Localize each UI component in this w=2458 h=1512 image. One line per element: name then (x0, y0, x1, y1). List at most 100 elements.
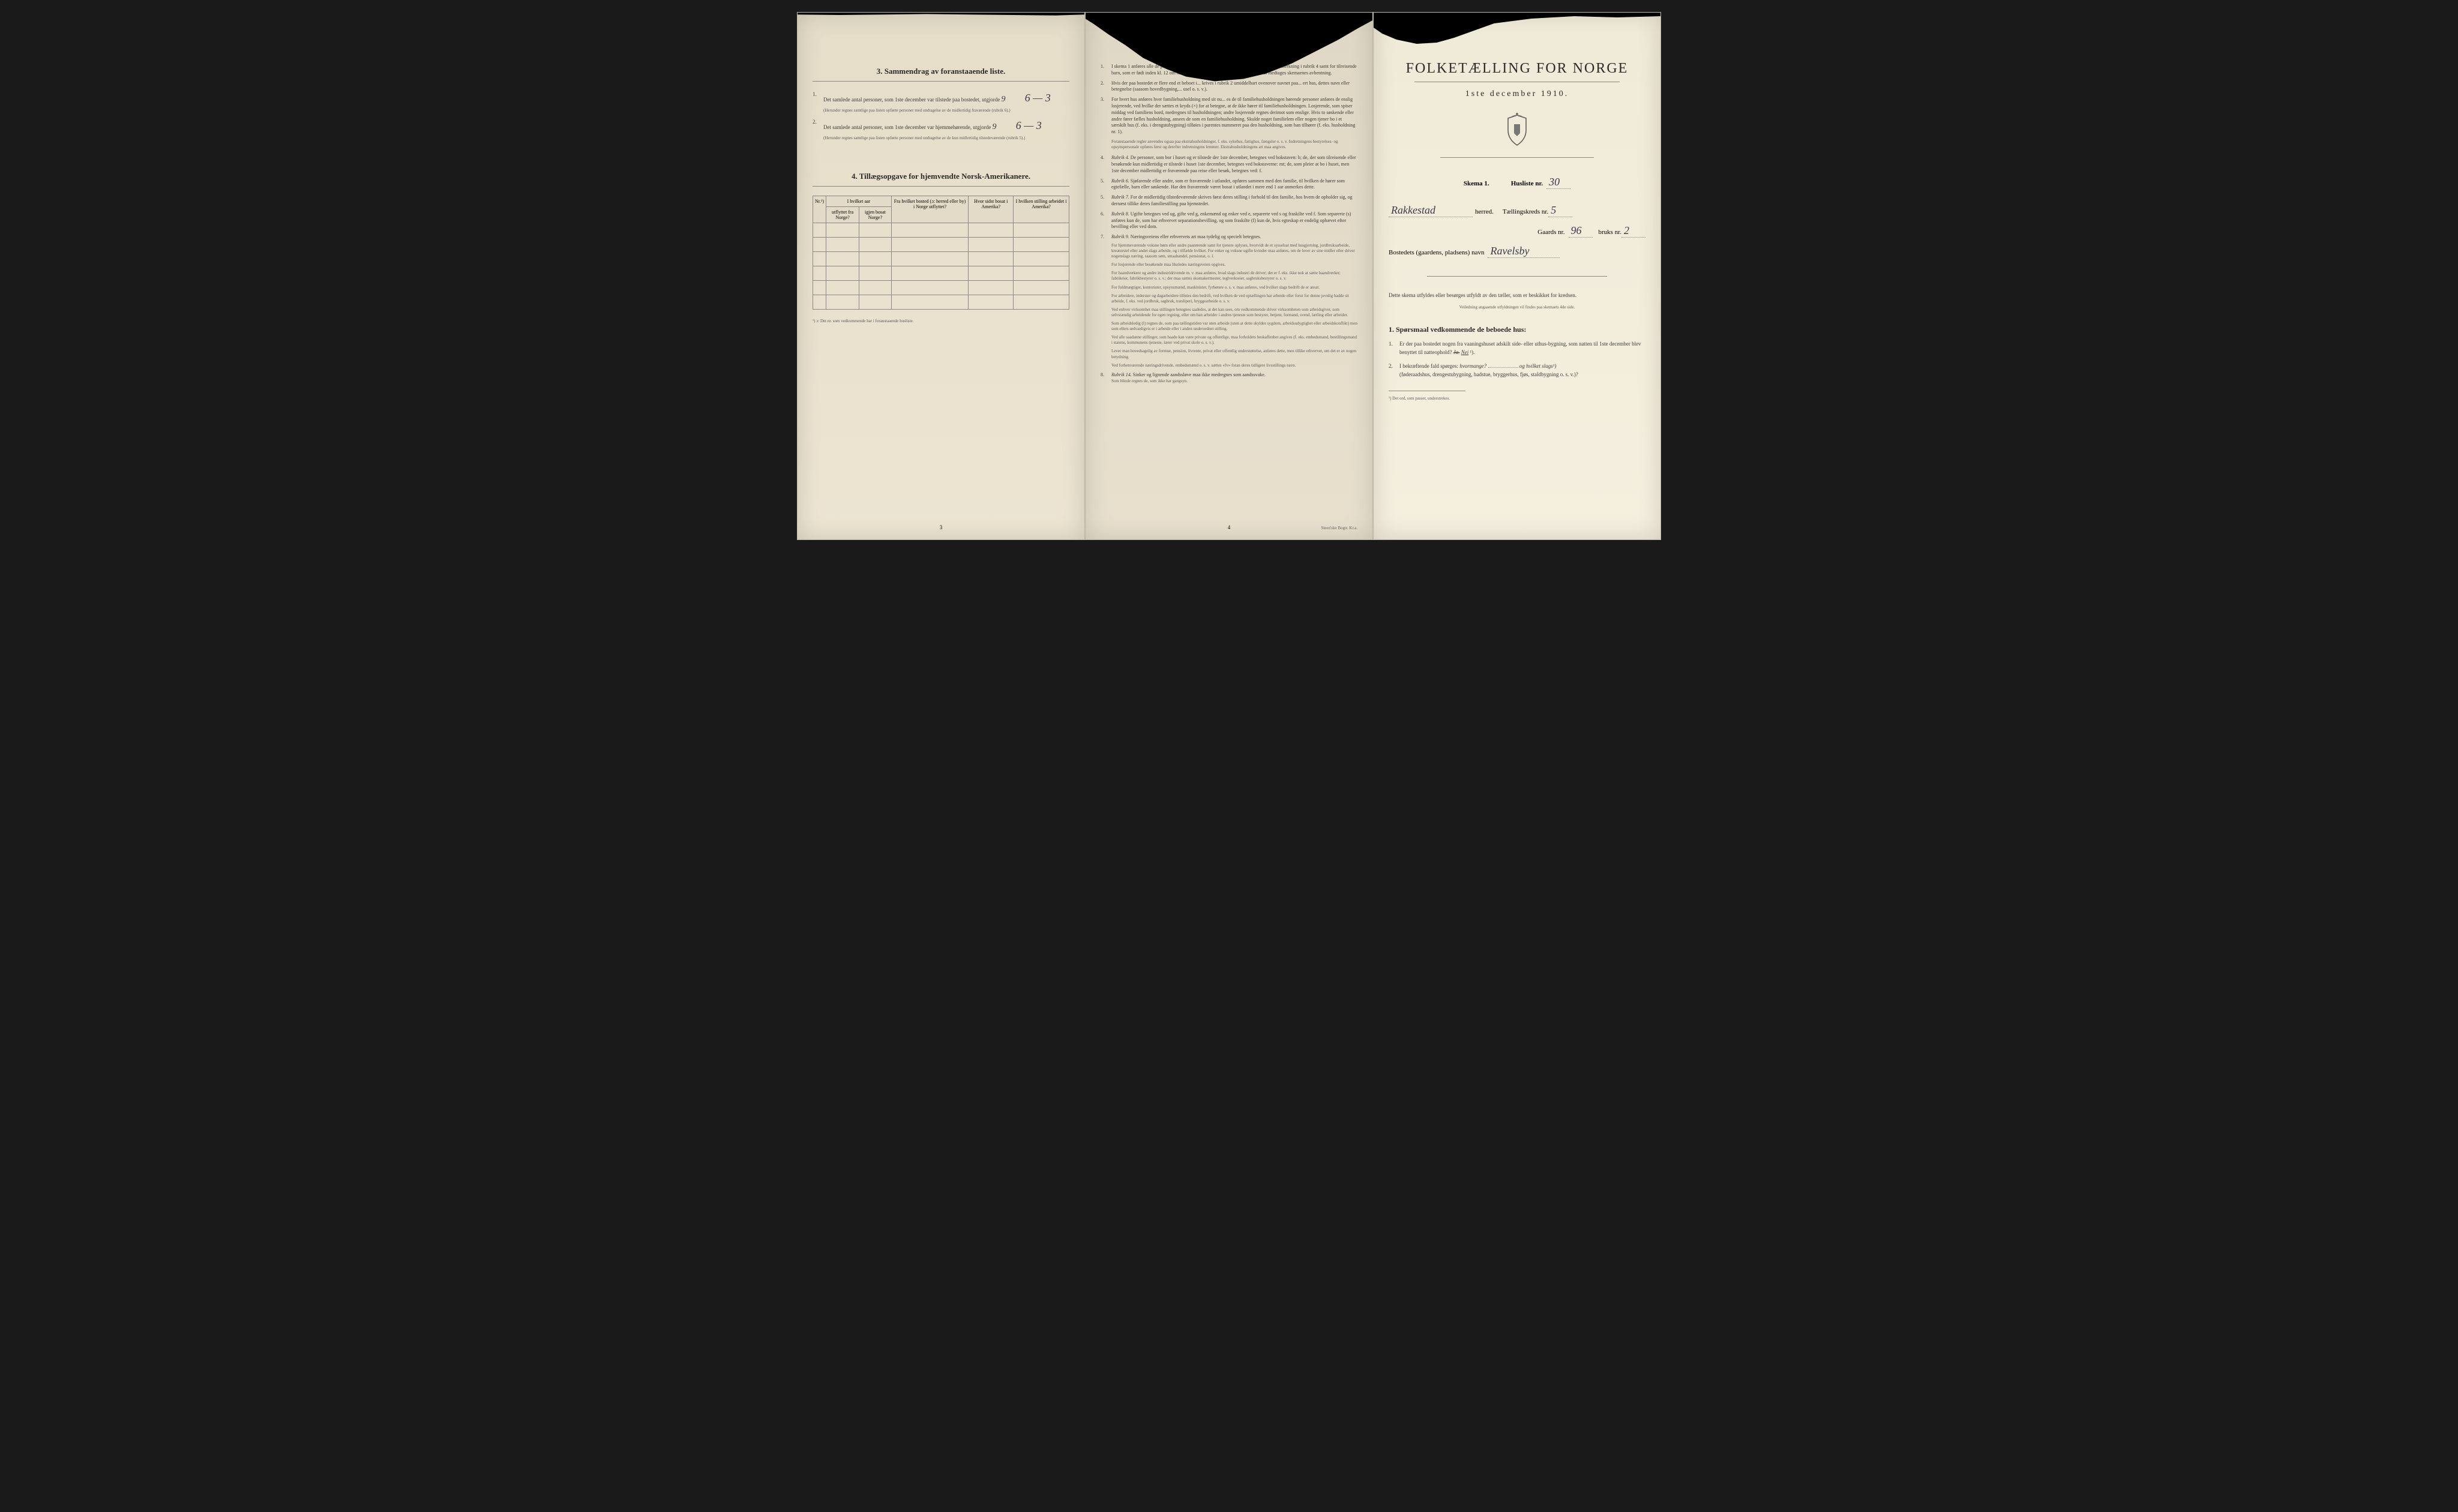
summary-item-1: Det samlede antal personer, som 1ste dec… (813, 91, 1069, 113)
rubrik9-p9: Lever man hovedsagelig av formue, pensio… (1111, 349, 1357, 359)
th-returned: igjen bosat Norge? (859, 206, 892, 223)
rubrik6-text: Sjøfarende eller andre, som er fraværend… (1111, 178, 1345, 190)
table-row (813, 251, 1069, 266)
taellingskreds-value: 5 (1548, 204, 1572, 217)
rubrik9-label: Rubrik 9. (1111, 234, 1129, 239)
rubrik6-label: Rubrik 6. (1111, 178, 1129, 184)
th-from: Fra hvilket bosted (ɔ: herred eller by) … (891, 196, 969, 223)
rubrik9-text: Næringsveiens eller erhvervets art maa t… (1131, 234, 1261, 239)
rubrik7-label: Rubrik 7. (1111, 194, 1129, 200)
bosted-label: Bostedets (gaardens, pladsens) navn (1389, 249, 1484, 256)
instructions-block: Dette skema utfyldes eller besørges utfy… (1389, 292, 1645, 311)
table-row (813, 280, 1069, 295)
printer-note: Steen'ske Bogtr. Kr.a. (1321, 526, 1357, 530)
th-nr: Nr.¹) (813, 196, 826, 223)
rubrik14-text: Sinker og lignende aandssløve maa ikke m… (1133, 372, 1266, 377)
q1-no: Nei (1461, 349, 1469, 355)
instructions-note: Veiledning angaaende utfyldningen vil fi… (1389, 305, 1645, 310)
instruction-item: For hvert hus anføres hver familiehushol… (1101, 97, 1357, 136)
rubrik9-p10: Ved forhenværende næringsdrivende, embed… (1111, 363, 1357, 368)
item1-prefix: 9 (1002, 95, 1006, 104)
question-list: Er der paa bostedet nogen fra vaaningshu… (1389, 340, 1645, 379)
herred-line: Rakkestad herred. Tællingskreds nr. 5 (1389, 204, 1645, 217)
th-emigrated: utflyttet fra Norge? (826, 206, 859, 223)
bruks-value: 2 (1621, 224, 1645, 238)
rubrik4-text: De personer, som bor i huset og er tilst… (1111, 155, 1356, 173)
rubrik9-p8: Ved alle saadanne stillinger, som baade … (1111, 335, 1357, 346)
skema-line: Skema 1. Husliste nr. 30 (1389, 176, 1645, 189)
rubrik9-p6: Ved enhver virksomhet maa stillingen bet… (1111, 307, 1357, 318)
th-where: Hvor sidst bosat i Amerika? (969, 196, 1014, 223)
summary-list: Det samlede antal personer, som 1ste dec… (813, 91, 1069, 142)
rubrik8-label: Rubrik 8. (1111, 211, 1129, 217)
q1-yes: Ja. (1453, 349, 1460, 355)
rubrik4-label: Rubrik 4. (1111, 155, 1129, 160)
item2-note: (Herunder regnes samtlige paa listen opf… (823, 136, 1069, 141)
section3-title: 3. Sammendrag av foranstaaende liste. (813, 67, 1069, 82)
summary-item-2: Det samlede antal personer, som 1ste dec… (813, 118, 1069, 141)
rubrik9-p7: Som arbeidsledig (l) regnes de, som paa … (1111, 321, 1357, 332)
table-footnote: ¹) ɔ: Det nr. som vedkommende har i fora… (813, 319, 1069, 324)
item1-note: (Herunder regnes samtlige paa listen opf… (823, 108, 1069, 113)
rubrik9-p1: For hjemmeværende voksne børn eller andr… (1111, 243, 1357, 259)
rubrik-item: Rubrik 6. Sjøfarende eller andre, som er… (1101, 178, 1357, 191)
page-number-left: 3 (940, 524, 943, 530)
rubrik-item: Rubrik 7. For de midlertidig tilstedevær… (1101, 194, 1357, 208)
section4-title: 4. Tillægsopgave for hjemvendte Norsk-Am… (813, 172, 1069, 187)
document-date: 1ste december 1910. (1389, 88, 1645, 100)
instructions-text: Dette skema utfyldes eller besørges utfy… (1389, 292, 1645, 299)
census-document: 3. Sammendrag av foranstaaende liste. De… (797, 12, 1661, 540)
table-row (813, 223, 1069, 237)
question-2: I bekræftende fald spørges: hvormange? o… (1389, 362, 1645, 379)
right-footnote: ¹) Det ord, som passer, understrekes. (1389, 396, 1645, 401)
document-title: FOLKETÆLLING FOR NORGE (1389, 61, 1645, 77)
page-right: FOLKETÆLLING FOR NORGE 1ste december 191… (1373, 12, 1661, 540)
q2-examples: (føderaadshus, drengestubygning, badstue… (1399, 371, 1645, 379)
bosted-value: Ravelsby (1488, 245, 1560, 258)
question-1: Er der paa bostedet nogen fra vaaningshu… (1389, 340, 1645, 356)
coat-of-arms-icon (1502, 112, 1532, 148)
rubrik9-p2: For losjerende eller besøkende maa likel… (1111, 262, 1357, 268)
item2-value: 6 — 3 (1016, 119, 1042, 131)
skema-label: Skema 1. (1464, 180, 1489, 187)
rubrik9-p5: For arbeidere, inderster og dagarbeidere… (1111, 293, 1357, 304)
table-row (813, 237, 1069, 251)
rubrik-item: Rubrik 9. Næringsveiens eller erhvervets… (1101, 234, 1357, 368)
herred-label: herred. (1475, 208, 1494, 215)
rubrik9-p4: For fuldmægtiger, kontorister, opsynsmæn… (1111, 285, 1357, 290)
gaards-label: Gaards nr. (1537, 229, 1564, 236)
item2-prefix: 9 (993, 122, 997, 131)
section1-title: 1. Spørsmaal vedkommende de beboede hus: (1389, 325, 1645, 334)
husliste-label: Husliste nr. (1511, 180, 1543, 187)
item2-label: Det samlede antal personer, som 1ste dec… (823, 124, 991, 130)
item1-value: 6 — 3 (1025, 92, 1051, 104)
rubrik8-text: Ugifte betegnes ved ug, gifte ved g, enk… (1111, 211, 1351, 230)
rubrik9-p3: For haandverkere og andre industridriven… (1111, 271, 1357, 281)
page-left: 3. Sammendrag av foranstaaende liste. De… (797, 12, 1085, 540)
page-middle: 5. Beme vedkommende utfyldningen I skema… (1085, 12, 1373, 540)
bruks-label: bruks nr. (1599, 229, 1622, 236)
table-row (813, 295, 1069, 309)
q2-sub1: hvormange? (1459, 363, 1486, 369)
rubrik-list: Rubrik 4. De personer, som bor i huset o… (1101, 155, 1357, 383)
instruction-extra: Foranstaaende regler anvendes ogsaa paa … (1111, 139, 1357, 150)
torn-edge (798, 13, 1084, 37)
bosted-line: Bostedets (gaardens, pladsens) navn Rave… (1389, 245, 1645, 258)
q1-text: Er der paa bostedet nogen fra vaaningshu… (1399, 341, 1641, 355)
rubrik-item: Rubrik 14. Sinker og lignende aandssløve… (1101, 372, 1357, 384)
rubrik7-text: For de midlertidig tilstedeværende skriv… (1111, 194, 1353, 206)
herred-value: Rakkestad (1389, 204, 1473, 217)
husliste-value: 30 (1546, 176, 1570, 189)
instruction-item: Hvis der paa bostedet er flere end et be… (1101, 80, 1357, 94)
page-number-middle: 4 (1228, 524, 1231, 530)
th-year: I hvilket aar (826, 196, 892, 206)
q1-note: ¹). (1470, 349, 1474, 355)
th-position: I hvilken stilling arbeidet i Amerika? (1014, 196, 1069, 223)
table-row (813, 266, 1069, 280)
q2-text: I bekræftende fald spørges: (1399, 363, 1458, 369)
taellingskreds-label: Tællingskreds nr. (1503, 208, 1548, 215)
rubrik14-label: Rubrik 14. (1111, 372, 1132, 377)
rubrik-item: Rubrik 8. Ugifte betegnes ved ug, gifte … (1101, 211, 1357, 230)
gaards-line: Gaards nr. 96 bruks nr. 2 (1389, 224, 1645, 238)
q2-sub2: og hvilket slags¹) (1519, 363, 1557, 369)
